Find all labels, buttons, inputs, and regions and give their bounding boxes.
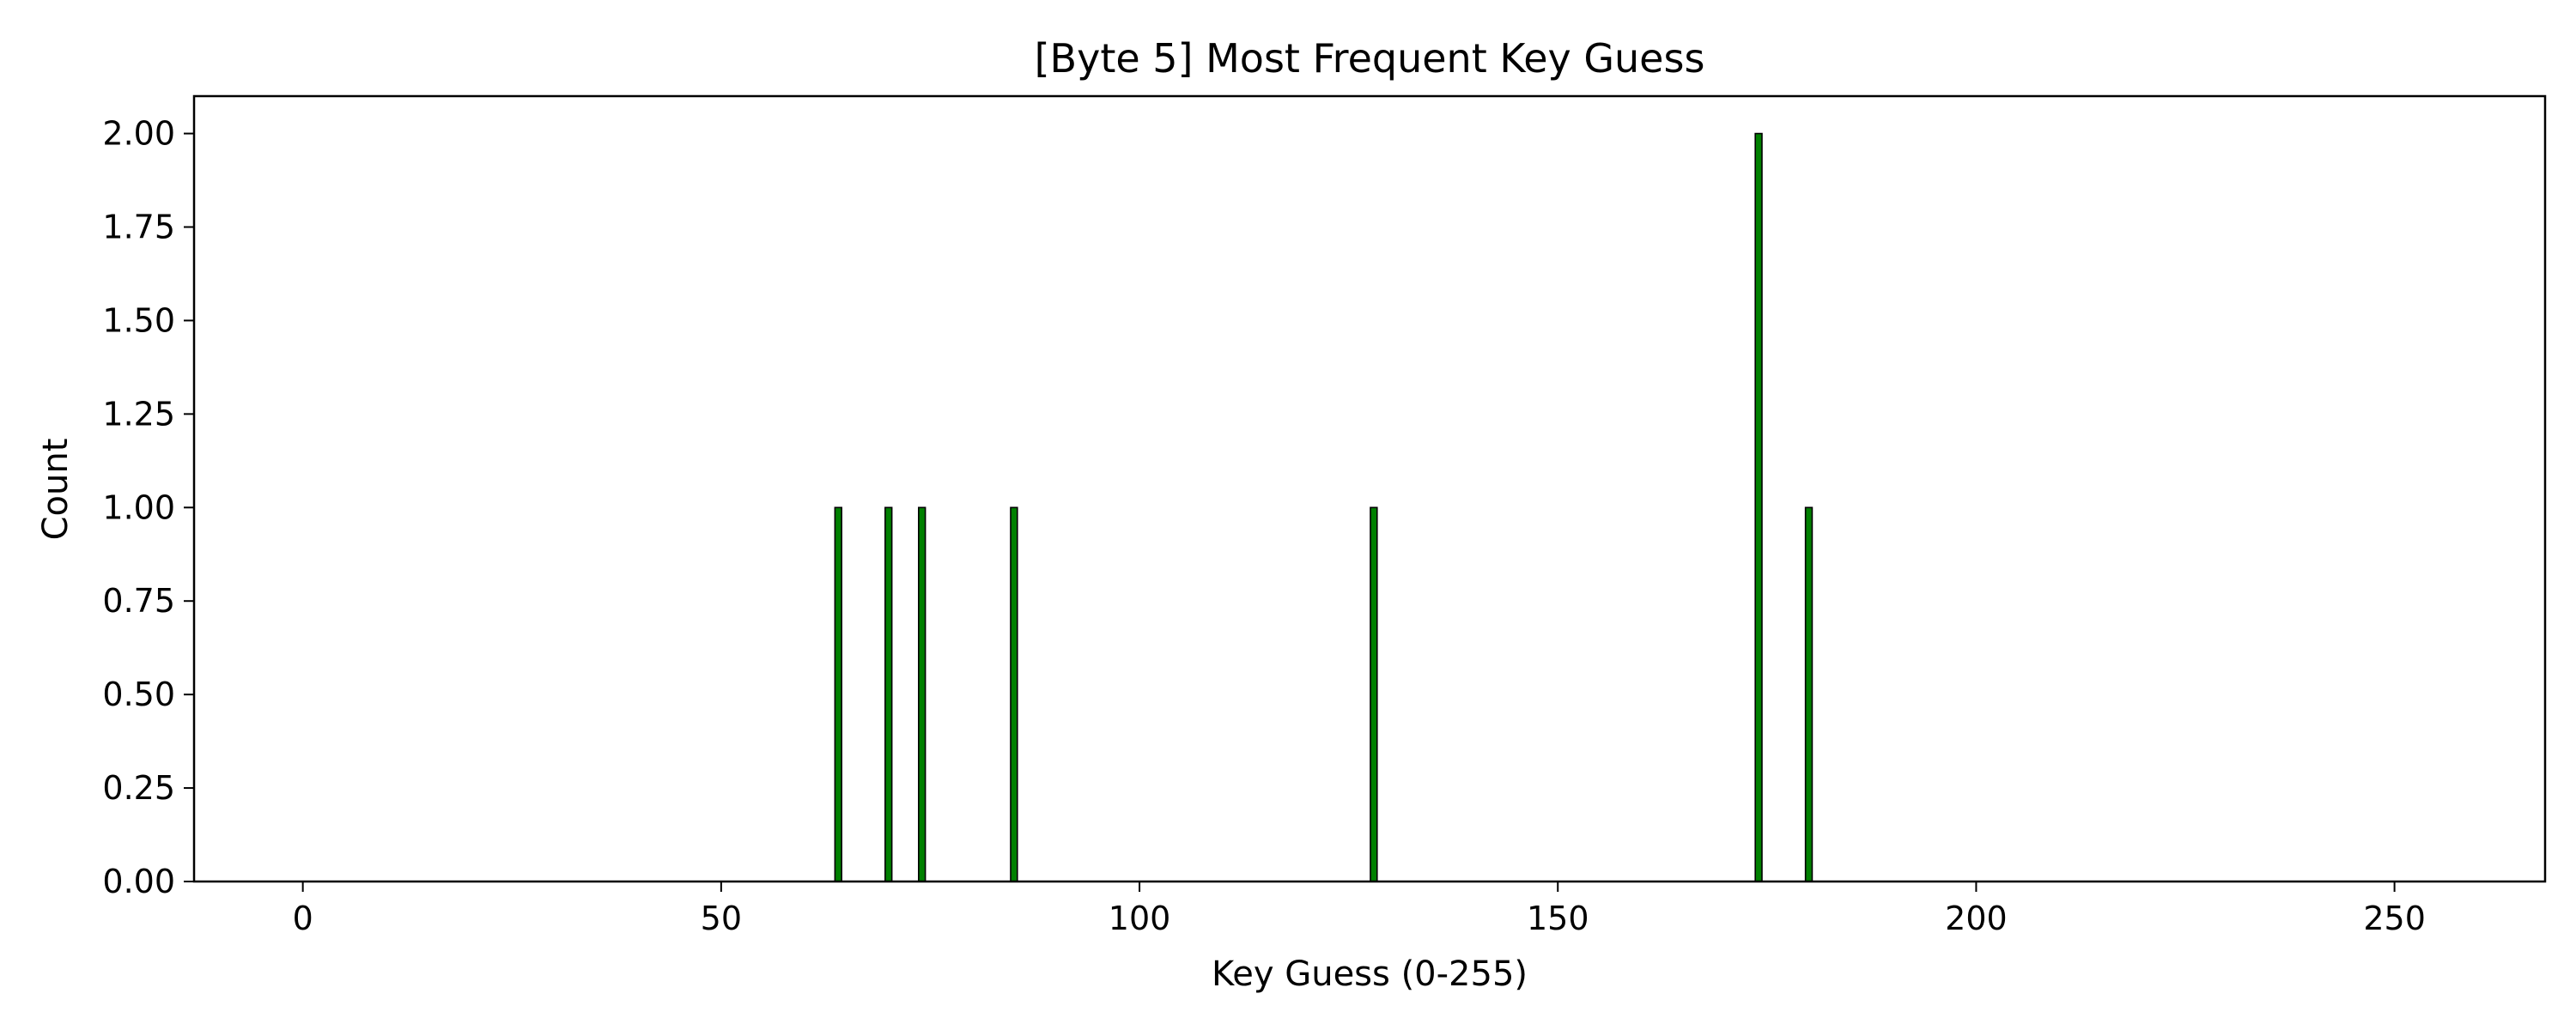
bar-key-180 <box>1804 506 1814 882</box>
x-tick-label: 150 <box>1527 900 1589 937</box>
x-tick-label: 200 <box>1945 900 2008 937</box>
y-tick-label: 0.00 <box>102 863 175 900</box>
x-tick-label: 100 <box>1109 900 1171 937</box>
bar-key-128 <box>1370 506 1378 882</box>
x-tick-label: 0 <box>293 900 313 937</box>
bar-key-74 <box>918 506 927 882</box>
ticks-layer: 0 50 100 150 200 250 0.00 0.25 0.50 0.75 1.00 1.25 1… <box>102 115 2425 937</box>
y-tick-label: 0.50 <box>102 676 175 713</box>
x-tick-label: 50 <box>701 900 742 937</box>
bar-key-85 <box>1010 506 1018 882</box>
y-tick-label: 1.25 <box>102 395 175 433</box>
x-tick-label: 250 <box>2363 900 2426 937</box>
y-tick-label: 1.75 <box>102 209 175 246</box>
y-tick-label: 1.00 <box>102 488 175 526</box>
bar-key-64 <box>834 506 842 882</box>
chart-title: [Byte 5] Most Frequent Key Guess <box>1035 35 1705 82</box>
bars-layer <box>834 132 1814 882</box>
y-tick-label: 1.50 <box>102 301 175 339</box>
plot-frame <box>192 94 2547 883</box>
bar-key-70 <box>884 506 893 882</box>
y-axis-title: Count <box>36 439 76 541</box>
y-tick-label: 2.00 <box>102 115 175 153</box>
bar-key-174 <box>1754 132 1763 882</box>
x-axis-title: Key Guess (0-255) <box>1212 954 1528 994</box>
y-tick-label: 0.25 <box>102 769 175 807</box>
y-tick-label: 0.75 <box>102 582 175 620</box>
